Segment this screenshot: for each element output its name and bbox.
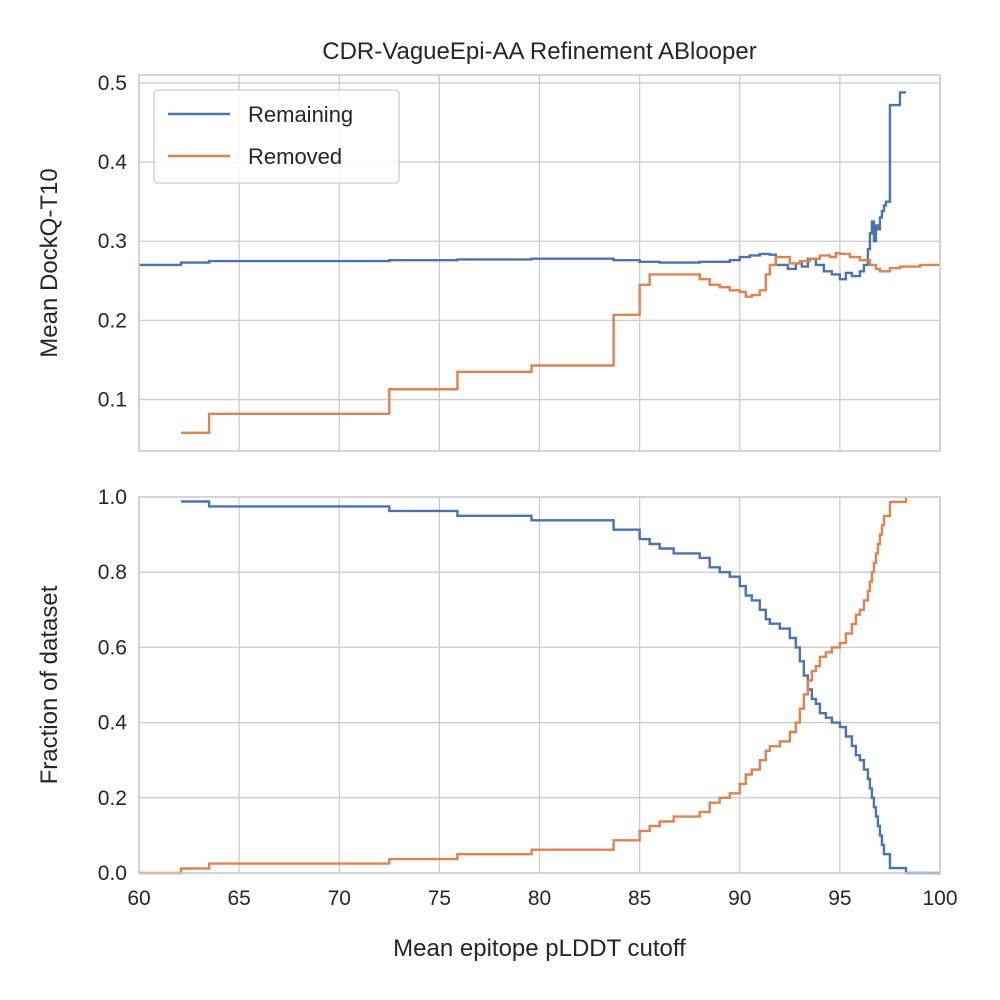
bottom-x-tick-label: 65: [227, 887, 250, 910]
bottom-y-tick-label: 0.4: [98, 712, 128, 735]
legend-label-remaining: Remaining: [248, 102, 353, 127]
top-y-tick-label: 0.4: [98, 151, 128, 174]
bottom-y-axis-label: Fraction of dataset: [36, 585, 63, 784]
bottom-y-tick-label: 0.0: [98, 862, 127, 885]
top-y-tick-label: 0.3: [98, 230, 127, 253]
top-y-axis-label: Mean DockQ-T10: [36, 168, 63, 357]
bottom-x-tick-label: 60: [127, 887, 150, 910]
top-axes-frame: [138, 74, 941, 452]
top-panel: 0.1 0.2 0.3 0.4 0.5 Mean DockQ-T10 CDR-VagueEp…: [36, 38, 941, 452]
bottom-x-axis-label: Mean epitope pLDDT cutoff: [393, 935, 686, 962]
top-y-tick-label: 0.2: [98, 309, 127, 332]
bottom-panel: 0.0 0.2 0.4 0.6 0.8 1.0 60 65 70 75 80 85 90 95 100 Fra…: [36, 486, 958, 962]
bottom-y-tick-label: 1.0: [98, 486, 127, 509]
bottom-y-tick-label: 0.2: [98, 787, 127, 810]
bottom-x-tick-label: 80: [528, 887, 551, 910]
top-series-remaining: [139, 91, 906, 281]
bottom-x-tick-label: 75: [428, 887, 451, 910]
bottom-x-tick-label: 95: [828, 887, 851, 910]
legend: Remaining Removed: [153, 89, 400, 184]
bottom-x-tick-label: 100: [922, 887, 957, 910]
bottom-axes-frame: [138, 496, 941, 874]
bottom-x-tick-label: 85: [628, 887, 651, 910]
top-series-removed: [181, 251, 940, 434]
bottom-y-tick-label: 0.6: [98, 636, 127, 659]
bottom-y-tick-label: 0.8: [98, 561, 127, 584]
bottom-series-remaining: [181, 500, 940, 875]
bottom-series-removed: [139, 497, 908, 875]
top-y-tick-label: 0.1: [98, 389, 127, 412]
bottom-x-tick-label: 90: [728, 887, 751, 910]
chart-title: CDR-VagueEpi-AA Refinement ABlooper: [322, 38, 756, 65]
top-y-tick-label: 0.5: [98, 72, 127, 95]
legend-label-removed: Removed: [248, 144, 342, 169]
bottom-x-tick-label: 70: [328, 887, 351, 910]
